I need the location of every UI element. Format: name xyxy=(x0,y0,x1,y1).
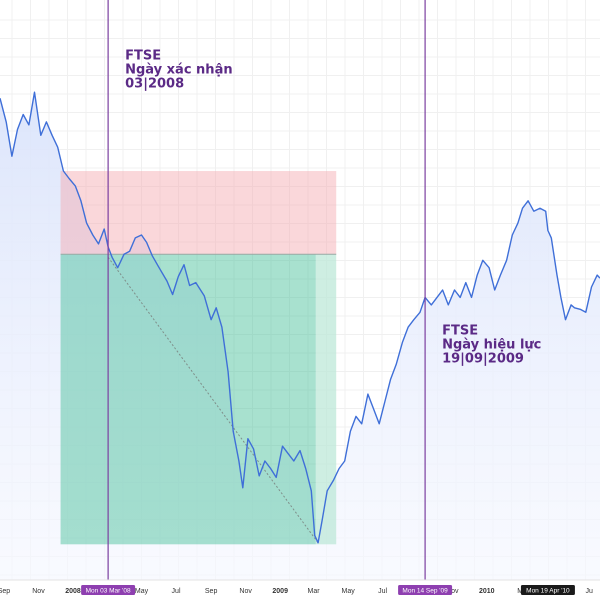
x-tick-label: 2009 xyxy=(272,588,288,595)
annotation-line: Ngày hiệu lực xyxy=(442,338,541,353)
x-tick-label: Jul xyxy=(378,588,387,595)
x-tick-label: Nov xyxy=(239,588,252,595)
annotation-line: Ngày xác nhận xyxy=(125,62,233,77)
x-tick-label: May xyxy=(341,588,355,595)
vertical-markers xyxy=(107,0,426,580)
x-tick-label: 2008 xyxy=(65,588,81,595)
price-area xyxy=(0,92,600,580)
trend-line xyxy=(107,256,319,544)
axis-badge-bg xyxy=(398,585,453,595)
x-tick-label: Nov xyxy=(446,588,459,595)
axis-badge: Mon 14 Sep '09 xyxy=(398,585,453,595)
shaded-box-upper xyxy=(60,171,337,255)
x-tick-label: Sep xyxy=(0,588,10,595)
price-area-fill xyxy=(0,92,600,580)
price-line xyxy=(0,91,600,544)
axis-badge-label: Mon 03 Mar '08 xyxy=(86,588,131,595)
axis-badge-label: Mon 19 Apr '10 xyxy=(526,588,570,595)
axis-badge-label: Mon 14 Sep '09 xyxy=(402,588,448,595)
x-tick-label: Mar xyxy=(308,588,321,595)
x-tick-label: Jul xyxy=(172,588,181,595)
axis-badge-bg xyxy=(520,585,575,595)
x-axis: Sep Nov 2008 May Jul Sep Nov 2009 Mar May Jul Nov 20… xyxy=(0,579,600,595)
axis-badge: Mon 03 Mar '08 xyxy=(81,585,136,595)
annotation-line: 19|09|2009 xyxy=(442,352,524,367)
axis-badge-bg xyxy=(81,585,136,595)
x-tick-label: Sep xyxy=(205,588,218,595)
trend-line-dotted xyxy=(107,256,319,544)
x-tick-label: 2010 xyxy=(479,588,495,595)
x-tick-label: May xyxy=(135,588,149,595)
x-tick-label: Nov xyxy=(32,588,45,595)
shaded-boxes xyxy=(60,171,337,545)
annotation-line: FTSE xyxy=(125,48,161,63)
annotation-line: FTSE xyxy=(442,324,478,339)
x-tick-label: M xyxy=(517,588,523,595)
axis-badges: Mon 03 Mar '08 Mon 14 Sep '09 Mon 19 Apr '… xyxy=(81,585,575,595)
x-tick-label: Ju xyxy=(586,588,594,595)
shaded-box-lower xyxy=(60,254,316,545)
annotation-line: 03|2008 xyxy=(125,76,184,91)
shaded-box-lower-tail xyxy=(315,254,337,545)
axis-badge: Mon 19 Apr '10 xyxy=(520,585,575,595)
price-line-path xyxy=(0,91,600,544)
